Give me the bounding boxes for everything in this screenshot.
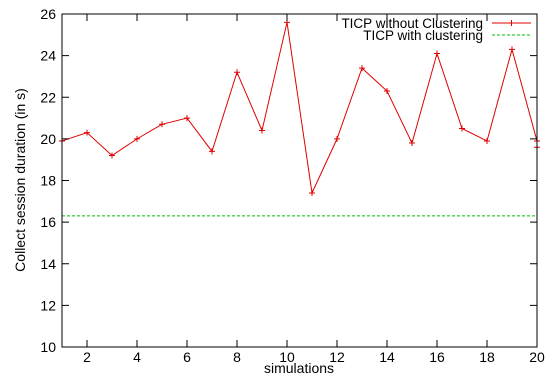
y-tick-label: 10 [40,339,56,355]
data-point [309,189,315,196]
y-axis-label: Collect session duration (in s) [12,88,28,272]
data-point [334,135,340,142]
legend-marker [508,20,515,26]
x-tick-label: 2 [83,349,91,365]
series-1-marks [59,19,540,196]
y-tick-label: 12 [40,297,56,313]
data-point [409,140,415,147]
legend-label: TICP with clustering [363,28,483,43]
y-tick-label: 24 [40,48,56,64]
data-point [359,65,365,72]
data-point [384,88,390,95]
data-point [434,50,440,57]
x-tick-label: 20 [529,349,545,365]
x-tick-label: 6 [183,349,191,365]
x-tick-label: 8 [233,349,241,365]
y-tick-label: 20 [40,131,56,147]
data-point [134,135,140,142]
series-1-line [61,22,538,195]
data-point [484,137,490,144]
data-point [209,148,215,155]
legend-label: TICP without Clustering [341,16,483,31]
x-tick-label: 10 [279,349,295,365]
y-tick-label: 14 [40,256,56,272]
data-point [109,152,115,159]
data-point [84,129,90,136]
x-tick-label: 4 [133,349,141,365]
plot-frame [61,13,538,348]
y-tick-label: 22 [40,89,56,105]
x-axis-label: simulations [264,360,334,376]
y-tick-label: 26 [40,6,56,22]
y-tick-label: 18 [40,173,56,189]
data-point [509,46,515,53]
x-tick-label: 12 [329,349,345,365]
data-point [234,69,240,76]
x-tick-label: 14 [379,349,395,365]
data-point [184,115,190,122]
data-point [159,121,165,128]
y-tick-label: 16 [40,214,56,230]
x-tick-label: 16 [429,349,445,365]
data-point [259,127,265,134]
x-tick-label: 18 [479,349,495,365]
data-point [459,125,465,132]
